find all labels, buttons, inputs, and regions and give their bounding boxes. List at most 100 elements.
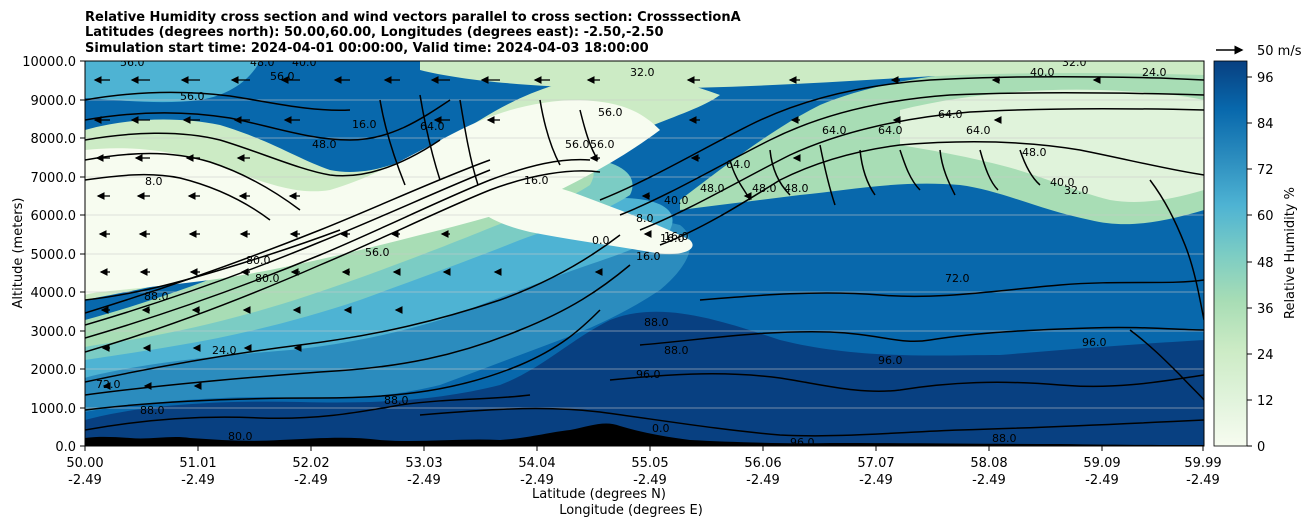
chart-title-line-1: Relative Humidity cross section and wind… (85, 10, 741, 25)
contour-label: 40.0 (1050, 176, 1075, 189)
x-tick-lat: 53.03 (405, 456, 442, 471)
colorbar-tick-label: 24 (1257, 348, 1274, 363)
chart-title-line-3: Simulation start time: 2024-04-01 00:00:… (85, 41, 649, 56)
contour-label: 16.0 (524, 174, 549, 187)
contour-label: 96.0 (878, 354, 903, 367)
contour-line (379, 94, 599, 186)
rh-band-0-center (470, 178, 693, 255)
contour-label: 56.0 (120, 56, 145, 69)
contour-label: 32.0 (630, 66, 655, 79)
terrain (85, 423, 1204, 446)
contour-label: 16.0 (664, 230, 689, 243)
x-tick-lat: 54.04 (518, 456, 555, 471)
contour-line (609, 373, 1204, 393)
y-axis: 0.0 1000.0 2000.0 3000.0 4000.0 5000.0 6… (11, 55, 85, 455)
colorbar-tick-label: 60 (1257, 209, 1274, 224)
contour-line (1149, 179, 1204, 321)
contour-label: 56.0 (270, 70, 295, 83)
y-tick-label: 4000.0 (31, 286, 77, 301)
contour-lines (85, 75, 1204, 437)
contour-label: 8.0 (636, 212, 654, 225)
contour-line (639, 107, 1204, 231)
x-tick-lon: -2.49 (520, 473, 554, 488)
x-tick-lon: -2.49 (972, 473, 1006, 488)
contour-label: 72.0 (945, 272, 970, 285)
x-tick-lat: 52.02 (292, 456, 329, 471)
y-tick-label: 3000.0 (31, 325, 77, 340)
contour-label: 56.0 (565, 138, 590, 151)
contour-label: 88.0 (144, 290, 169, 303)
contour-line (599, 75, 1204, 201)
contour-label: 8.0 (145, 175, 163, 188)
contour-line (85, 234, 621, 383)
contour-label: 72.0 (96, 378, 121, 391)
contour-label: 40.0 (664, 194, 689, 207)
contour-label: 88.0 (664, 344, 689, 357)
x-tick-lon: -2.49 (407, 473, 441, 488)
y-tick-label: 7000.0 (31, 171, 77, 186)
contour-label: 16.0 (636, 250, 661, 263)
grid-lines (85, 99, 1204, 409)
contour-label: 88.0 (384, 394, 409, 407)
contour-label: 48.0 (752, 182, 777, 195)
quiver-key: 50 m/s (1216, 44, 1302, 59)
y-tick-label: 0.0 (55, 440, 76, 455)
contour-label: 32.0 (1062, 56, 1087, 69)
y-axis-label: Altitude (meters) (11, 198, 26, 309)
contour-line (85, 169, 491, 326)
contour-line (639, 326, 1204, 346)
y-tick-label: 8000.0 (31, 132, 77, 147)
x-tick-lat: 56.06 (744, 456, 781, 471)
colorbar-tick-label: 72 (1257, 163, 1274, 178)
x-axis-label-longitude: Longitude (degrees E) (559, 503, 703, 518)
contour-label: 56.0 (365, 246, 390, 259)
contour-line (619, 92, 1204, 216)
x-tick-lon: -2.49 (1085, 473, 1119, 488)
contour-label: 64.0 (420, 120, 445, 133)
contour-label: 64.0 (878, 124, 903, 137)
contour-label: 48.0 (250, 56, 275, 69)
contour-label: 48.0 (1022, 146, 1047, 159)
x-axis-label-latitude: Latitude (degrees N) (532, 487, 666, 502)
contour-label: 56.0 (598, 106, 623, 119)
contour-label: 48.0 (784, 182, 809, 195)
contour-label: 32.0 (1064, 184, 1089, 197)
quiver-key-label: 50 m/s (1257, 44, 1302, 59)
x-axis: 50.00 -2.49 51.01 -2.49 52.02 -2.49 53.0… (66, 446, 1222, 518)
contour-line (1129, 329, 1204, 401)
contour-label: 96.0 (1082, 336, 1107, 349)
contour-label: 64.0 (966, 124, 991, 137)
contour-label: 80.0 (228, 430, 253, 443)
contour-line (85, 132, 441, 177)
contour-line (659, 140, 1204, 246)
colorbar-tick-label: 96 (1257, 71, 1274, 86)
contour-line (85, 158, 591, 339)
x-tick-lon: -2.49 (859, 473, 893, 488)
contour-label: 64.0 (938, 108, 963, 121)
x-tick-lat: 59.99 (1184, 456, 1221, 471)
rh-band-0-upper (85, 100, 660, 295)
contour-line (85, 91, 351, 112)
contour-label: 64.0 (822, 124, 847, 137)
contour-labels: 56.0 48.0 40.0 56.0 56.0 16.0 48.0 64.0 … (96, 56, 1167, 446)
y-tick-label: 5000.0 (31, 248, 77, 263)
contour-label: 88.0 (992, 432, 1017, 445)
colorbar: 0 12 24 36 48 60 72 84 96 Relative Humid… (1213, 60, 1298, 455)
contour-label: 0.0 (652, 422, 670, 435)
contour-label: 48.0 (312, 138, 337, 151)
chart-title-line-2: Latitudes (degrees north): 50.00,60.00, … (85, 25, 664, 40)
x-tick-lat: 59.09 (1083, 456, 1120, 471)
contour-label: 88.0 (140, 404, 165, 417)
contour-line (85, 394, 531, 431)
y-tick-label: 10000.0 (22, 55, 76, 70)
x-tick-lon: -2.49 (294, 473, 328, 488)
x-tick-lon: -2.49 (181, 473, 215, 488)
contour-label: 16.0 (352, 118, 377, 131)
x-tick-lon: -2.49 (1186, 473, 1220, 488)
contour-label: 16.0 (660, 232, 685, 245)
contour-line (729, 144, 1041, 206)
contour-label: 88.0 (644, 316, 669, 329)
colorbar-tick-label: 12 (1257, 394, 1274, 409)
contour-label: 80.0 (255, 272, 280, 285)
